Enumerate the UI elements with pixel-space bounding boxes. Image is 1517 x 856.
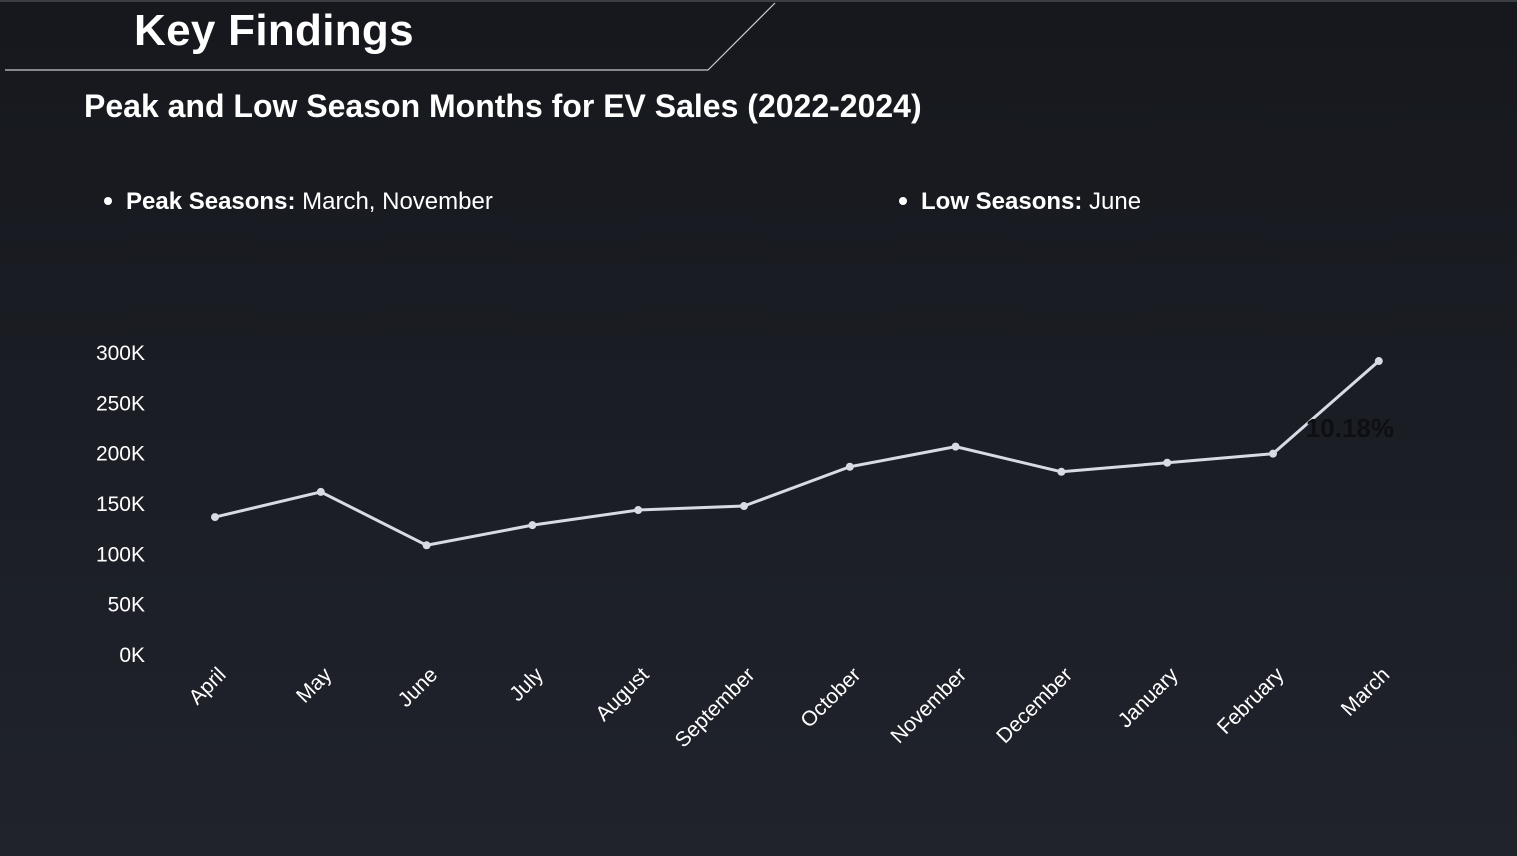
x-tick-label: May — [292, 663, 337, 708]
x-tick-label: September — [671, 663, 760, 752]
top-border — [0, 0, 1517, 2]
series-line — [214, 359, 1380, 547]
x-tick-label: February — [1213, 663, 1289, 739]
growth-annotation: 10.18% — [1306, 413, 1394, 443]
y-tick-label: 100K — [96, 543, 145, 566]
data-point — [422, 541, 431, 550]
data-point — [211, 513, 219, 522]
x-tick-label: April — [185, 663, 231, 709]
x-tick-label: June — [394, 663, 442, 711]
x-tick-label: July — [505, 663, 548, 706]
chart-title: Peak and Low Season Months for EV Sales … — [84, 88, 922, 124]
bullet-dot-icon — [104, 196, 112, 205]
x-tick-label: March — [1337, 663, 1395, 721]
data-point — [528, 521, 537, 530]
header-rule — [5, 2, 776, 71]
page-title: Key Findings — [134, 6, 414, 55]
data-point — [316, 487, 325, 496]
x-tick-label: August — [591, 663, 654, 726]
y-tick-label: 150K — [96, 493, 145, 516]
x-tick-label: January — [1114, 663, 1183, 732]
data-point — [740, 502, 748, 511]
peak-seasons-label: Peak Seasons: — [126, 188, 296, 215]
x-tick-label: October — [796, 663, 865, 732]
data-point — [1057, 467, 1066, 476]
y-tick-label: 250K — [96, 392, 145, 415]
low-seasons-label: Low Seasons: — [921, 188, 1083, 215]
data-point — [1163, 458, 1172, 467]
data-point — [1269, 449, 1277, 458]
y-tick-label: 200K — [96, 443, 145, 466]
peak-seasons-note: Peak Seasons: March, November — [104, 188, 493, 216]
x-tick-label: December — [992, 663, 1077, 748]
data-point — [845, 462, 854, 471]
x-tick-label: November — [886, 663, 971, 748]
y-tick-label: 0K — [119, 644, 145, 667]
peak-seasons-value: March, November — [302, 188, 493, 215]
bullet-dot-icon — [899, 196, 907, 205]
y-tick-label: 300K — [96, 342, 145, 365]
data-point — [1374, 357, 1383, 366]
y-tick-label: 50K — [108, 594, 145, 617]
low-seasons-value: June — [1089, 188, 1142, 215]
data-point — [951, 442, 960, 451]
data-point — [634, 506, 643, 515]
low-seasons-note: Low Seasons: June — [899, 188, 1141, 216]
